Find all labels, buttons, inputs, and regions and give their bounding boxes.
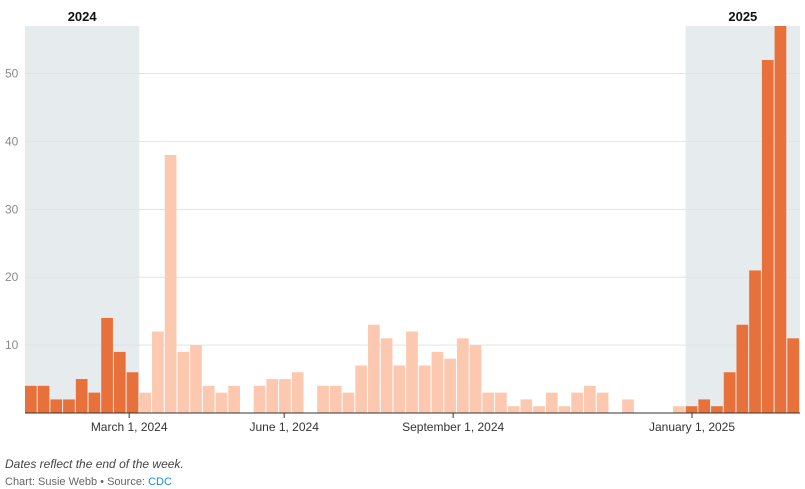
bar	[88, 392, 101, 413]
bar	[711, 406, 723, 413]
band-label: 2025	[728, 9, 757, 24]
bar	[596, 392, 609, 413]
bar	[50, 399, 63, 413]
bar	[545, 392, 558, 413]
bar	[558, 406, 571, 413]
source-link[interactable]: CDC	[148, 476, 172, 488]
bar	[164, 155, 177, 413]
bar	[418, 365, 431, 413]
bar	[25, 385, 37, 413]
bar	[63, 399, 75, 413]
x-tick-label: June 1, 2024	[249, 420, 319, 434]
bar	[622, 399, 634, 413]
bar	[774, 26, 787, 413]
credit-text: Chart: Susie Webb • Source:	[5, 476, 149, 488]
bar	[749, 270, 761, 413]
bar	[253, 385, 266, 413]
bar	[520, 399, 533, 413]
bar	[215, 392, 228, 413]
chart-note: Dates reflect the end of the week.	[5, 457, 184, 471]
bar	[101, 317, 113, 413]
bar	[228, 385, 240, 413]
bar	[507, 406, 520, 413]
bar	[406, 331, 418, 413]
bar	[431, 351, 444, 413]
x-tick-label: January 1, 2025	[649, 420, 735, 434]
y-tick-label: 30	[5, 202, 19, 216]
bar	[291, 372, 304, 413]
bar	[355, 365, 368, 413]
weekly-bar-chart: 2024 2025 10 20 30 40 50 March 1, 2024 June 1, 2…	[5, 9, 800, 434]
bar	[126, 372, 139, 413]
bar	[444, 358, 456, 413]
y-tick-label: 50	[5, 67, 19, 81]
bar	[152, 331, 164, 413]
bar	[736, 324, 749, 413]
bar	[329, 385, 342, 413]
bar	[495, 392, 507, 413]
bar	[571, 392, 584, 413]
x-tick-label: March 1, 2024	[91, 420, 168, 434]
bar	[113, 351, 126, 413]
bar	[139, 392, 152, 413]
highlight-band	[25, 26, 140, 413]
bar	[533, 406, 545, 413]
bar	[317, 385, 329, 413]
bar	[672, 406, 685, 413]
bar	[368, 324, 380, 413]
bar	[266, 379, 279, 413]
bar	[584, 385, 596, 413]
bar	[698, 399, 711, 413]
y-tick-label: 40	[5, 134, 19, 148]
y-tick-label: 10	[5, 338, 19, 352]
bar	[787, 338, 799, 413]
bar	[190, 345, 202, 413]
bar	[279, 379, 291, 413]
bar	[177, 351, 190, 413]
band-label: 2024	[68, 9, 98, 24]
bar	[482, 392, 495, 413]
bar	[37, 385, 50, 413]
bar	[456, 338, 469, 413]
y-tick-label: 20	[5, 270, 19, 284]
bar	[393, 365, 406, 413]
bar	[75, 379, 88, 413]
bar	[685, 406, 698, 413]
bar	[469, 345, 482, 413]
bar	[761, 59, 774, 414]
x-tick-label: September 1, 2024	[402, 420, 504, 434]
bar	[723, 372, 736, 413]
bar	[342, 392, 355, 413]
chart-credit: Chart: Susie Webb • Source: CDC	[5, 476, 172, 488]
bar	[380, 338, 393, 413]
bar	[202, 385, 215, 413]
